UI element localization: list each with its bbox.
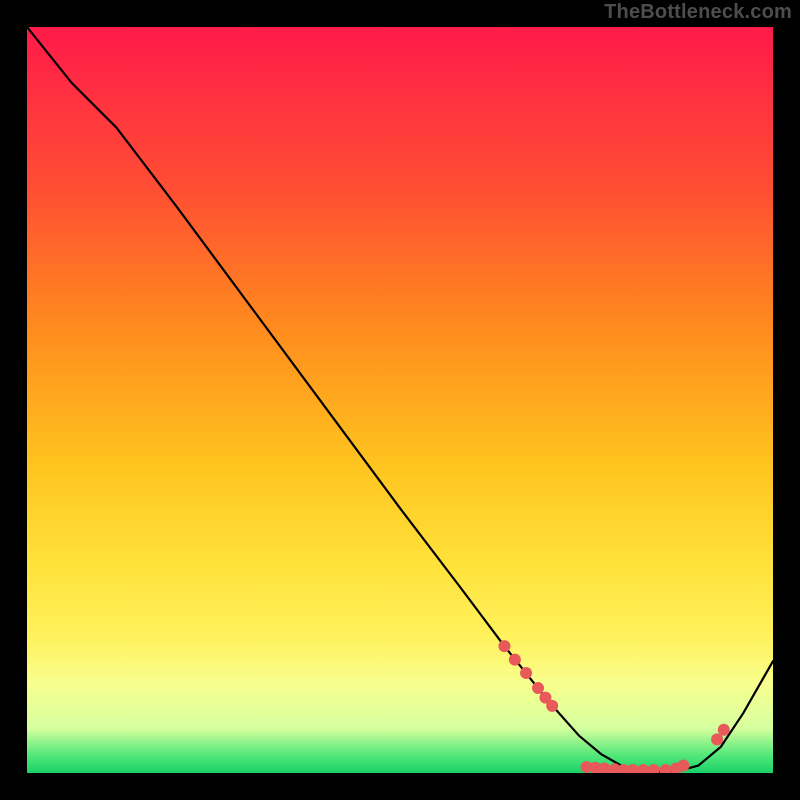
- chart-marker: [711, 733, 723, 745]
- image-container: TheBottleneck.com: [0, 0, 800, 800]
- chart-marker: [546, 700, 558, 712]
- chart-marker: [677, 760, 689, 772]
- chart-plot-area: [27, 27, 773, 773]
- watermark-text: TheBottleneck.com: [604, 1, 792, 24]
- chart-background: [27, 27, 773, 773]
- chart-svg: [27, 27, 773, 773]
- chart-marker: [532, 682, 544, 694]
- chart-marker: [718, 724, 730, 736]
- chart-marker: [520, 667, 532, 679]
- chart-marker: [498, 640, 510, 652]
- chart-marker: [509, 654, 521, 666]
